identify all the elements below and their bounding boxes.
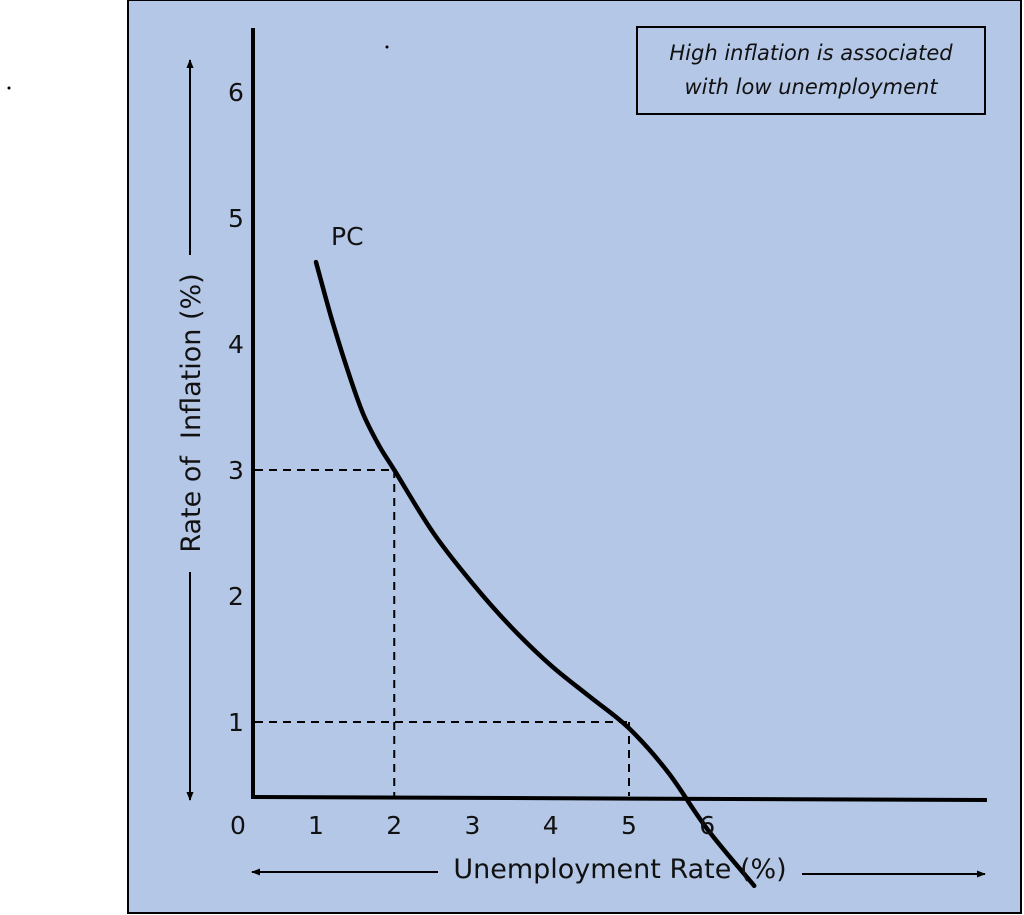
y-axis-title: Rate of Inflation (%)	[176, 273, 207, 552]
x-tick-label: 1	[308, 811, 324, 840]
x-axis-title-group: Unemployment Rate (%)	[251, 854, 986, 885]
annotation-border	[636, 26, 986, 115]
reference-lines	[255, 469, 630, 796]
speck-dot	[7, 86, 11, 90]
x-tick-label: 4	[543, 811, 559, 840]
x-tick-labels: 1 2 3 4 5 6	[308, 811, 715, 840]
y-tick-label: 3	[228, 456, 244, 485]
annotation-line-1: High inflation is associated	[669, 41, 953, 65]
x-axis-title: Unemployment Rate (%)	[453, 854, 786, 885]
x-tick-label: 2	[386, 811, 402, 840]
pc-curve-label: PC	[331, 222, 364, 251]
y-tick-label: 1	[228, 708, 244, 737]
y-tick-label: 6	[228, 78, 244, 107]
y-tick-labels: 1 2 3 4 5 6	[228, 78, 244, 737]
x-origin-label: 0	[230, 811, 246, 840]
y-axis-title-group: Rate of Inflation (%)	[176, 59, 207, 801]
y-tick-label: 4	[228, 330, 244, 359]
x-axis-line	[250, 795, 988, 802]
pc-curve-line	[313, 259, 757, 889]
y-tick-label: 5	[228, 204, 244, 233]
x-tick-label: 6	[699, 811, 715, 840]
x-tick-label: 3	[465, 811, 481, 840]
x-tick-label: 5	[621, 811, 637, 840]
plot-panel	[127, 0, 1022, 914]
annotation-line-2: with low unemployment	[684, 75, 938, 99]
panel-speck-dot	[385, 45, 389, 49]
y-tick-label: 2	[228, 582, 244, 611]
annotation-box: High inflation is associated with low un…	[636, 26, 986, 115]
